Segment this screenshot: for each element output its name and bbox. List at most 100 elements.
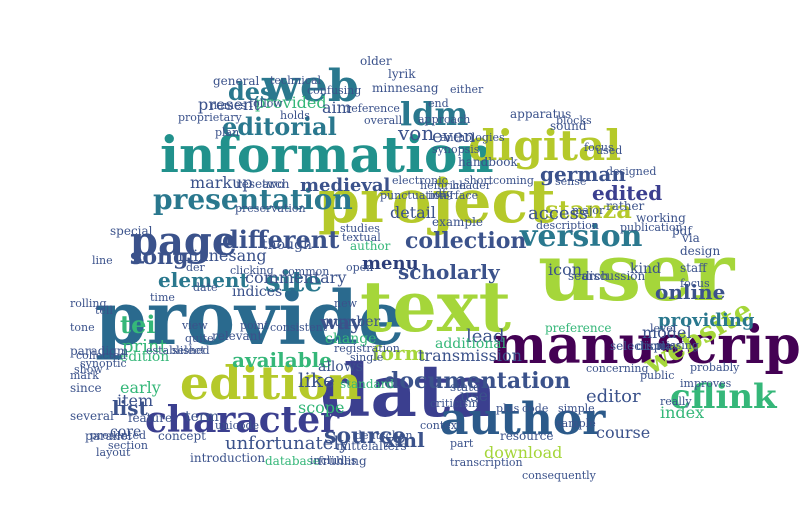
word-database: database <box>265 454 320 468</box>
word-item: item <box>117 391 154 410</box>
word-stanza: stanza <box>545 195 632 224</box>
word-common: common <box>282 265 330 278</box>
word-von: von <box>398 121 435 145</box>
word-names: names <box>210 99 247 112</box>
word-rather: rather <box>606 199 645 213</box>
word-synopsis: synopsis <box>432 143 480 156</box>
word-core: core <box>110 424 142 440</box>
word-like: like <box>298 368 335 392</box>
word-use: use <box>460 386 488 405</box>
word-detail: detail <box>390 203 436 222</box>
word-even: even <box>432 126 476 147</box>
word-lyrik: lyrik <box>388 67 416 81</box>
word-plus: plus <box>496 402 520 415</box>
word-parallel: parallel <box>85 429 132 443</box>
word-aim: aim <box>322 98 352 117</box>
word-focus: focus <box>680 277 710 290</box>
word-information: information <box>160 125 494 184</box>
word-section: section <box>108 439 148 452</box>
word-layout: layout <box>96 446 131 459</box>
word-since: since <box>70 381 102 395</box>
word-menu: menu <box>362 253 419 274</box>
word-presentation: presentation <box>153 183 353 216</box>
word-show: show <box>74 363 103 376</box>
word-standard: standard <box>340 377 395 391</box>
word-mark: mark <box>70 369 99 382</box>
word-unfortunately: unfortunately <box>225 433 350 454</box>
word-different: different <box>222 225 340 254</box>
word-ldm: ldm <box>400 95 469 133</box>
word-indices: indices <box>232 284 283 300</box>
word-code: code <box>522 402 549 415</box>
word-author: author <box>440 394 606 445</box>
word-provide: provide <box>95 276 406 362</box>
word-editorial: editorial <box>222 112 337 141</box>
word-model: model <box>642 323 692 342</box>
word-der: der <box>186 261 205 274</box>
word-registration: registration <box>334 342 400 355</box>
word-edition: edition <box>120 349 170 365</box>
word-staff: staff <box>680 261 707 275</box>
word-example: example <box>432 215 484 229</box>
word-presented: presented <box>90 429 147 442</box>
word-dfg: dfg <box>435 187 454 200</box>
word-interface: interface <box>428 189 479 202</box>
word-paradigm: paradigm <box>70 344 129 358</box>
word-rolling: rolling <box>70 297 107 310</box>
word-context: context <box>420 419 462 432</box>
word-consistent: consistent <box>270 321 328 334</box>
word-index: index <box>660 403 705 422</box>
word-fr-hling: frühling <box>318 454 367 468</box>
word-preservation: preservation <box>235 202 306 215</box>
word-allows: allows <box>318 359 363 375</box>
word-header: header <box>452 179 491 192</box>
word-end: end <box>428 97 449 110</box>
word-access: access <box>528 203 589 224</box>
word-transmission: transmission <box>418 346 522 365</box>
word-xml: xml <box>384 428 425 452</box>
word-select: select <box>172 344 205 357</box>
word-web: web <box>262 61 359 112</box>
word-public: public <box>640 369 675 382</box>
word-introduction: introduction <box>190 451 266 465</box>
word-concerning: concerning <box>586 362 649 375</box>
word-discussion: discussion <box>582 269 646 283</box>
word-german: german <box>540 162 626 186</box>
word-single: single <box>350 351 384 364</box>
word-reference: reference <box>346 102 400 115</box>
word-collection: collection <box>405 228 527 254</box>
word-quite: quite <box>185 332 214 345</box>
word-edited: edited <box>592 181 663 205</box>
word-transcription: transcription <box>450 456 523 469</box>
word-heinrich: heinrich <box>420 179 467 192</box>
word-course: course <box>596 423 651 442</box>
word-general: general <box>213 74 260 88</box>
word-user: user <box>538 225 735 319</box>
word-scholarly: scholarly <box>398 260 500 284</box>
word-edition: edition <box>180 356 362 410</box>
word-icon: icon <box>548 260 583 279</box>
word-point: point <box>240 319 269 332</box>
word-shortcoming: shortcoming <box>464 174 534 187</box>
word-minnesang: minnesang <box>372 81 439 95</box>
word-scope: scope <box>298 398 345 417</box>
word-editor: editor <box>586 386 641 407</box>
word-two: two <box>262 177 285 191</box>
word-minnesang: minnesang <box>178 246 267 265</box>
word-song: song <box>130 244 189 270</box>
word-term: term <box>185 409 219 425</box>
word-provided: provided <box>255 93 327 112</box>
word-sound: sound <box>550 119 587 133</box>
word-really: really <box>660 395 692 408</box>
word-early: early <box>120 378 161 397</box>
word-open: open <box>346 261 374 274</box>
word-major: major <box>572 204 605 217</box>
word-sense: sense <box>555 175 587 188</box>
word-tell: tell <box>95 304 113 317</box>
word-view: view <box>182 319 208 332</box>
word-blocks: blocks <box>556 114 592 127</box>
word-kind: kind <box>630 261 661 277</box>
word-design: design <box>680 244 721 258</box>
word-print: print <box>122 336 167 357</box>
